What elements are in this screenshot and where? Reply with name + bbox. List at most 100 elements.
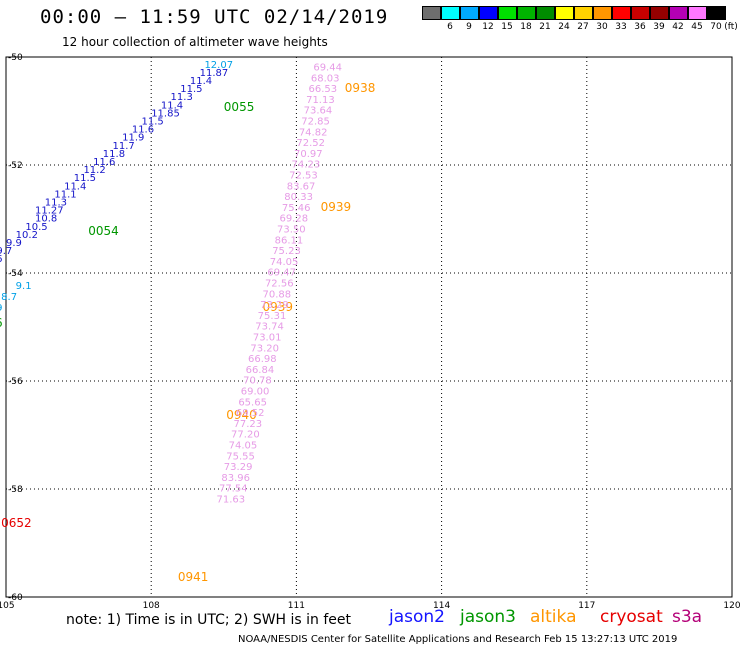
s3a-point-label: 74.82 [299,127,328,138]
colorbar-swatch [517,6,536,20]
s3a-point-label: 83.96 [221,473,250,484]
x-tick-label: 105 [0,601,15,611]
jason2-point-label: 8.7 [1,292,17,303]
s3a-point-label: 65.65 [238,397,267,408]
jason2-point-label: 11.6 [93,157,115,168]
s3a-point-label: 68.03 [311,73,340,84]
plot-frame [5,56,733,598]
colorbar-label: 45 [691,22,703,32]
s3a-point-label: 73.50 [277,225,306,236]
s3a-point-label: 70.97 [294,149,323,160]
jason2-point-label: 8.9 [0,303,3,314]
s3a-point-label: 77.23 [233,419,262,430]
jason3-point-label: 0055 [224,100,255,114]
jason2-point-label: 11.4 [64,181,86,192]
colorbar-label: 27 [577,22,589,32]
colorbar-swatch [422,6,441,20]
s3a-point-label: 69.47 [267,268,296,279]
colorbar-swatch [479,6,498,20]
colorbar-swatch [555,6,574,20]
chart-subtitle: 12 hour collection of altimeter wave hei… [62,35,328,49]
jason2-point-label: 11.5 [74,173,96,184]
s3a-point-label: 75.31 [258,311,287,322]
colorbar-label: 6 [447,22,453,32]
jason2-point-label: 9.1 [16,281,32,292]
colorbar-label: 42 [672,22,684,32]
legend-cryosat: cryosat [600,607,663,627]
colorbar-swatch [498,6,517,20]
colorbar-label: 30 [596,22,608,32]
colorbar-swatch [612,6,631,20]
jason2-point-label: 11.2 [83,165,105,176]
altika-point-label: 0939 [263,300,294,314]
jason2-point-label: 9.7 [0,246,12,257]
y-tick-label: -60 [8,593,23,603]
altika-point-label: 0939 [321,200,352,214]
s3a-point-label: 66.84 [246,365,275,376]
colorbar-label: 15 [501,22,513,32]
x-tick-label: 117 [578,601,595,611]
s3a-point-label: 72.85 [301,117,330,128]
legend-jason3: jason3 [460,607,516,627]
altika-point-label: 0940 [226,408,257,422]
y-tick-label: -50 [8,53,23,63]
colorbar-label: 70 [710,22,722,32]
jason2-point-label: 11.85 [151,108,180,119]
colorbar-label: 24 [558,22,570,32]
s3a-point-label: 72.52 [296,138,325,149]
s3a-point-label: 74.05 [270,257,299,268]
s3a-point-label: 66.98 [248,354,277,365]
s3a-point-label: 69.00 [241,387,270,398]
x-tick-label: 114 [433,601,450,611]
y-tick-label: -58 [8,485,23,495]
colorbar-label: 18 [520,22,532,32]
colorbar-swatch [593,6,612,20]
s3a-point-label: 73.01 [253,333,282,344]
y-tick-label: -52 [8,161,23,171]
s3a-point-label: 74.05 [229,441,258,452]
colorbar-swatch [460,6,479,20]
altika-point-label: 0941 [178,570,209,584]
s3a-point-label: 71.13 [306,95,335,106]
s3a-point-label: 69.28 [279,214,308,225]
colorbar-swatch [707,6,726,20]
cryosat-point-label: 0652 [1,516,32,530]
x-tick-label: 111 [288,601,305,611]
s3a-point-label: 86.11 [275,235,304,246]
jason2-point-label: 10.5 [25,222,47,233]
colorbar-label: 12 [482,22,494,32]
s3a-point-label: 73.29 [224,462,253,473]
jason2-point-label: 11.4 [161,100,183,111]
colorbar-swatch [574,6,593,20]
jason2-point-label: 11.3 [171,92,193,103]
s3a-point-label: 83.67 [287,181,316,192]
colorbar-label: 36 [634,22,646,32]
jason2-point-label: 11.6 [132,125,154,136]
x-tick-label: 108 [143,601,160,611]
colorbar-swatch [631,6,650,20]
legend-jason2: jason2 [389,607,445,627]
jason2-point-label: 11.27 [35,206,64,217]
credit-line: NOAA/NESDIS Center for Satellite Applica… [238,634,678,645]
colorbar-unit: (ft) [724,22,738,32]
colorbar-swatch [536,6,555,20]
s3a-point-label: 75.23 [272,246,301,257]
jason2-point-label: 11.87 [200,68,229,79]
y-tick-label: -56 [8,377,23,387]
s3a-point-label: 69.44 [313,63,342,74]
jason2-point-label: 11.1 [54,189,76,200]
altika-point-label: 0938 [345,81,376,95]
s3a-point-label: 75.46 [282,203,311,214]
jason2-point-label: 11.9 [122,133,144,144]
chart-title: 00:00 — 11:59 UTC 02/14/2019 [40,6,389,28]
colorbar-swatch [688,6,707,20]
jason2-point-label: 11.5 [142,117,164,128]
s3a-point-label: 80.33 [284,192,313,203]
colorbar-label: 21 [539,22,551,32]
s3a-point-label: 77.20 [231,430,260,441]
colorbar-label: 39 [653,22,665,32]
jason2-point-label: 10.2 [16,230,38,241]
colorbar-swatch [441,6,460,20]
s3a-point-label: 69.52 [236,408,265,419]
colorbar-swatch [669,6,688,20]
